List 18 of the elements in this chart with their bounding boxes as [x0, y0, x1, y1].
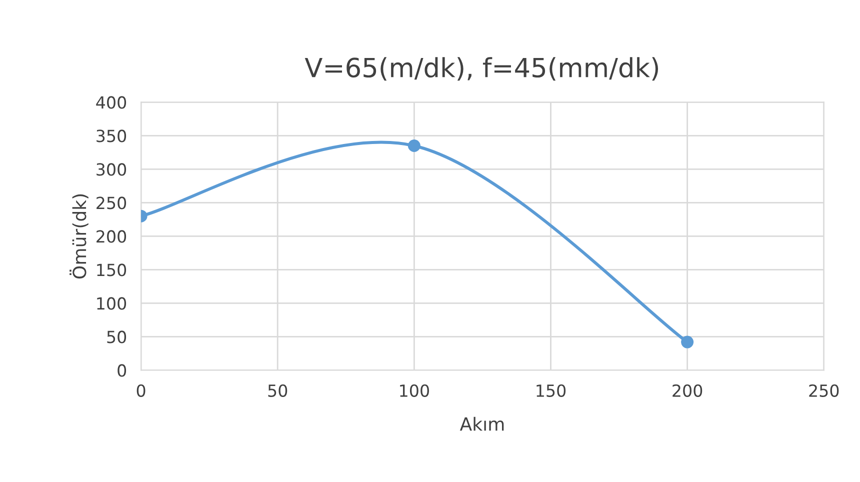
y-tick-label: 250: [96, 196, 126, 210]
y-tick-label: 150: [97, 264, 126, 276]
y-tick-label: 400: [96, 96, 126, 109]
x-axis-title: Akım: [460, 416, 504, 431]
x-tick-label: 0: [136, 384, 146, 397]
x-tick-label: 250: [809, 384, 839, 397]
y-tick-label: 200: [96, 230, 126, 243]
y-tick-label: 100: [97, 297, 126, 310]
x-tick-label: 200: [672, 384, 702, 397]
y-tick-label: 350: [96, 130, 126, 142]
x-tick-label: 50: [268, 384, 288, 397]
y-tick-label: 50: [107, 330, 126, 344]
x-tick-label: 100: [400, 384, 429, 397]
chart-title: V=65(m/dk), f=45(mm/dk): [304, 57, 658, 81]
y-tick-label: 0: [118, 364, 126, 377]
y-tick-label: 300: [96, 163, 126, 176]
x-tick-label: 150: [536, 384, 566, 397]
y-axis-title: Ömür(dk): [70, 194, 88, 279]
